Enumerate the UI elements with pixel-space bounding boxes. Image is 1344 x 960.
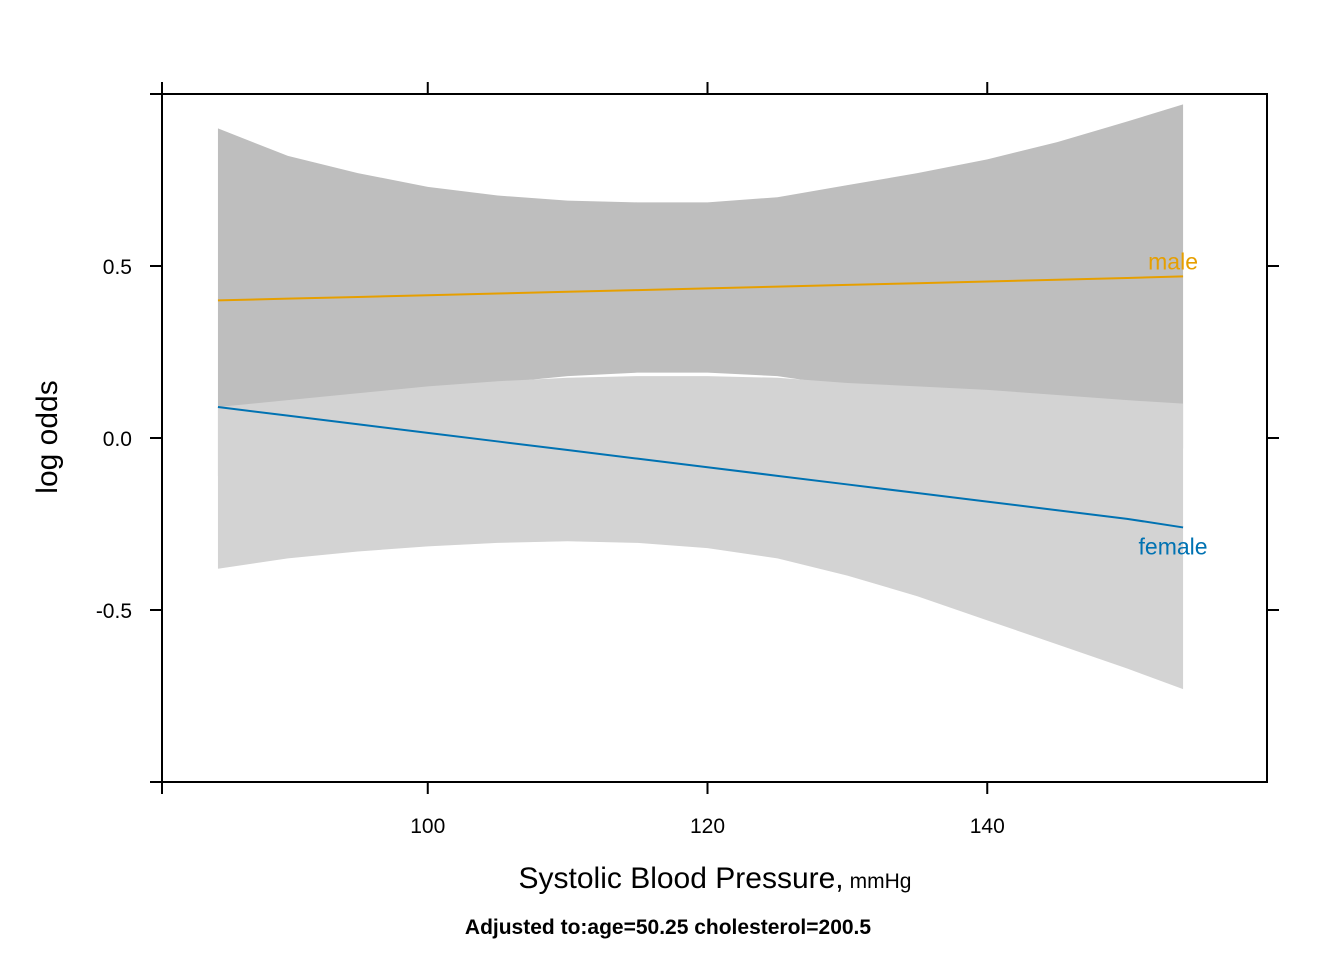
- series-lines: [217, 275, 1184, 529]
- axis-ticks: 100 120 140 -0.5 0.0 0.5: [96, 82, 1279, 838]
- x-tick-label-140: 140: [970, 815, 1005, 838]
- confidence-band-male: [217, 104, 1184, 476]
- series-line-female: [217, 406, 1184, 529]
- x-axis-label: Systolic Blood Pressure,: [519, 862, 844, 895]
- y-tick-label-0: 0.0: [103, 428, 132, 451]
- confidence-bands: [217, 104, 1184, 690]
- x-axis-unit: mmHg: [850, 870, 912, 893]
- series-label-female: female: [1139, 533, 1208, 559]
- confidence-band-female: [217, 376, 1184, 690]
- series-line-male: [217, 275, 1184, 302]
- x-tick-label-120: 120: [690, 815, 725, 838]
- series-labels: male female: [1139, 248, 1208, 559]
- y-tick-label--0.5: -0.5: [96, 600, 132, 623]
- x-axis-title: Systolic Blood Pressure, mmHg: [519, 862, 912, 895]
- y-tick-label-0.5: 0.5: [103, 256, 132, 279]
- x-tick-label-100: 100: [410, 815, 445, 838]
- series-label-male: male: [1148, 248, 1198, 274]
- adjustment-note: Adjusted to:age=50.25 cholesterol=200.5: [465, 916, 871, 939]
- y-axis-title: log odds: [31, 380, 64, 493]
